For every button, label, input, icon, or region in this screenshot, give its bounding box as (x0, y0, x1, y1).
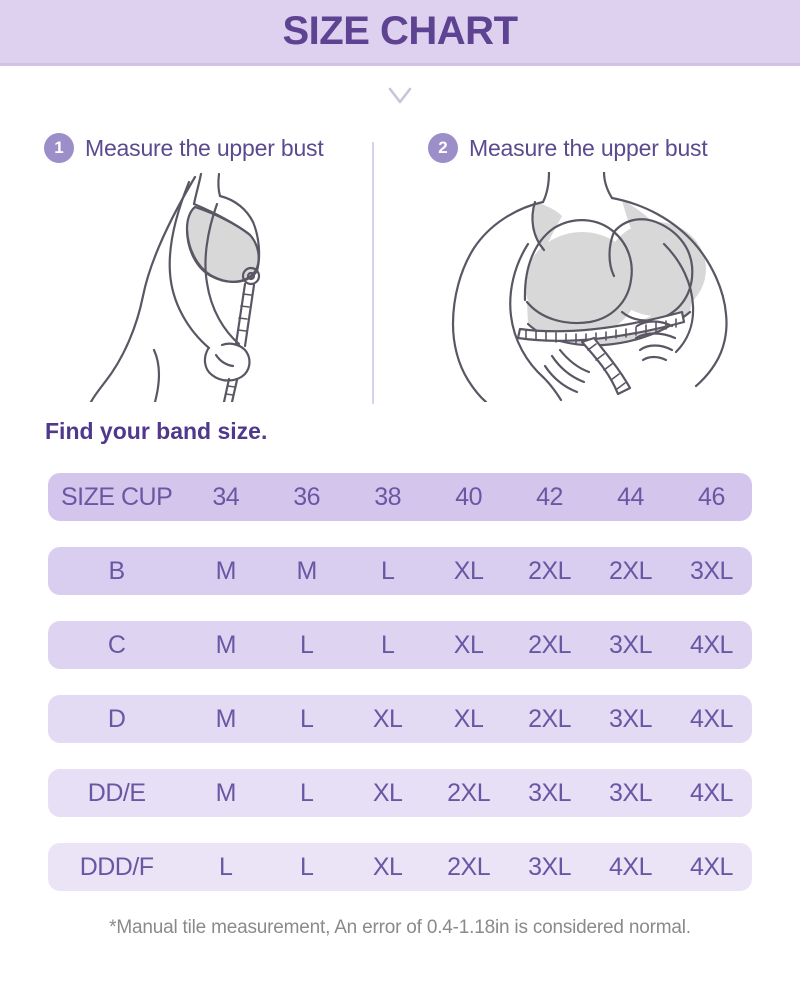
size-value-cell: M (215, 630, 237, 659)
size-value-cell: 3XL (609, 630, 652, 659)
size-value-cell: XL (453, 630, 484, 659)
footnote: *Manual tile measurement, An error of 0.… (109, 917, 691, 938)
table-header-row: SIZE CUP 34 36 38 40 42 44 46 (48, 473, 752, 521)
size-value-cell: 3XL (528, 778, 572, 807)
column-header-cell: SIZE CUP (60, 482, 173, 511)
measure-steps: 1 Measure the upper bust (0, 132, 800, 404)
table-row: B M M L XL 2XL 2XL 3XL (48, 547, 752, 595)
step-2-header: 2 Measure the upper bust (428, 132, 756, 164)
page-header: SIZE CHART (0, 0, 800, 66)
size-value-cell: L (380, 556, 395, 585)
step-2-number-badge: 2 (428, 133, 458, 163)
table-row: D M L XL XL 2XL 3XL 4XL (48, 695, 752, 743)
size-value-cell: L (299, 852, 314, 881)
size-value-cell: XL (372, 852, 403, 881)
size-value-cell: 4XL (689, 852, 733, 881)
size-value-cell: 2XL (609, 556, 652, 585)
size-value-cell: 3XL (609, 778, 652, 807)
column-header-cell: 46 (698, 482, 725, 511)
size-value-cell: L (380, 630, 395, 659)
size-value-cell: 3XL (689, 556, 733, 585)
measuring-tape-side-view-icon (89, 172, 261, 402)
step-1-label: Measure the upper bust (85, 134, 324, 161)
size-value-cell: 4XL (689, 630, 733, 659)
size-value-cell: XL (453, 704, 484, 733)
step-1-number-badge: 1 (44, 133, 74, 163)
size-value-cell: 4XL (689, 704, 733, 733)
column-header-cell: 36 (293, 482, 321, 511)
column-header-cell: 40 (455, 482, 482, 511)
table-row: C M L L XL 2XL 3XL 4XL (48, 621, 752, 669)
table-row: DD/E M L XL 2XL 3XL 3XL 4XL (48, 769, 752, 817)
measuring-tape-front-view-icon (451, 172, 728, 402)
size-value-cell: XL (372, 704, 403, 733)
column-header-cell: 34 (212, 482, 240, 511)
step-2: 2 Measure the upper bust (374, 132, 756, 404)
size-value-cell: L (219, 852, 233, 881)
size-value-cell: L (299, 704, 314, 733)
chevron-down-icon (0, 86, 800, 110)
size-value-cell: XL (372, 778, 403, 807)
size-value-cell: M (215, 778, 237, 807)
column-header-cell: 44 (617, 482, 644, 511)
cup-size-cell: D (107, 704, 126, 733)
vertical-divider (372, 142, 374, 404)
size-value-cell: 2XL (528, 556, 572, 585)
column-header-cell: 42 (536, 482, 563, 511)
size-value-cell: L (299, 630, 314, 659)
size-value-cell: 2XL (447, 778, 491, 807)
size-value-cell: M (215, 704, 237, 733)
cup-size-cell: DD/E (87, 778, 146, 807)
table-row: DDD/F L L XL 2XL 3XL 4XL 4XL (48, 843, 752, 891)
side-view-measuring-illustration (44, 172, 372, 404)
page-title: SIZE CHART (282, 9, 519, 53)
size-value-cell: M (215, 556, 237, 585)
size-value-cell: 2XL (447, 852, 491, 881)
size-value-cell: M (296, 556, 318, 585)
size-value-cell: 4XL (689, 778, 733, 807)
band-size-heading: Find your band size. (45, 418, 268, 444)
size-value-cell: 3XL (528, 852, 572, 881)
size-value-cell: XL (453, 556, 484, 585)
size-value-cell: L (299, 778, 314, 807)
size-chart-table: SIZE CUP 34 36 38 40 42 44 46 B M M L XL 2XL 2XL 3XL C M L… (48, 473, 752, 891)
step-2-label: Measure the upper bust (469, 134, 708, 161)
cup-size-cell: DDD/F (79, 852, 154, 881)
front-view-measuring-illustration (428, 172, 756, 404)
size-value-cell: 4XL (609, 852, 652, 881)
size-value-cell: 2XL (528, 630, 572, 659)
size-value-cell: 2XL (528, 704, 572, 733)
step-1: 1 Measure the upper bust (44, 132, 372, 404)
step-1-header: 1 Measure the upper bust (44, 132, 372, 164)
cup-size-cell: B (108, 556, 126, 585)
column-header-cell: 38 (374, 482, 402, 511)
size-value-cell: 3XL (609, 704, 652, 733)
cup-size-cell: C (107, 630, 126, 659)
